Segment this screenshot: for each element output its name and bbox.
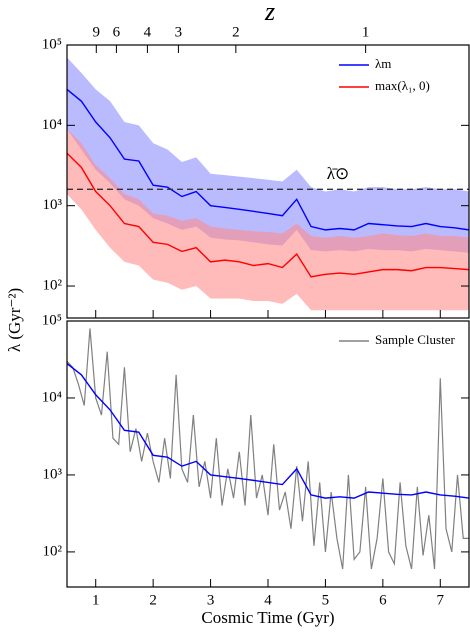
y-tick-label: 10² bbox=[43, 543, 63, 559]
plot-area bbox=[67, 57, 469, 311]
y-tick-label: 10³ bbox=[43, 466, 63, 482]
y-axis-label: λ (Gyr⁻²) bbox=[5, 288, 24, 352]
y-tick-label: 10⁵ bbox=[42, 312, 62, 328]
x-tick-label: 4 bbox=[264, 592, 272, 608]
y-tick-label: 10² bbox=[43, 277, 63, 293]
x2-tick-label: 4 bbox=[144, 24, 152, 40]
x-axis-label: Cosmic Time (Gyr) bbox=[201, 608, 334, 627]
legend-label: λm bbox=[375, 56, 391, 71]
line bbox=[67, 328, 469, 570]
x-tick-label: 5 bbox=[322, 592, 330, 608]
x2-tick-label: 6 bbox=[113, 24, 121, 40]
x2-tick-label: 1 bbox=[362, 24, 370, 40]
x-tick-label: 3 bbox=[207, 592, 215, 608]
x-tick-label: 6 bbox=[379, 592, 387, 608]
band bbox=[67, 57, 469, 253]
plot-area bbox=[67, 328, 469, 570]
x-tick-label: 2 bbox=[149, 592, 157, 608]
line bbox=[67, 363, 469, 499]
y-tick-label: 10⁴ bbox=[42, 389, 62, 405]
x2-tick-label: 9 bbox=[93, 24, 101, 40]
y-tick-label: 10⁴ bbox=[42, 117, 62, 133]
x-tick-label: 7 bbox=[437, 592, 445, 608]
x2-tick-label: 2 bbox=[232, 24, 240, 40]
line bbox=[67, 152, 469, 278]
x-tick-label: 1 bbox=[92, 592, 100, 608]
reference-label: λ̄⊙ bbox=[327, 164, 350, 183]
line bbox=[67, 88, 469, 231]
y-tick-label: 10³ bbox=[43, 197, 63, 213]
x2-tick-label: 3 bbox=[175, 24, 183, 40]
legend-label: Sample Cluster bbox=[375, 332, 455, 347]
y-tick-label: 10⁵ bbox=[42, 36, 62, 52]
legend-label: max(λ₁, 0) bbox=[375, 78, 430, 93]
x2-axis-label: z bbox=[264, 0, 275, 26]
band bbox=[67, 129, 469, 311]
